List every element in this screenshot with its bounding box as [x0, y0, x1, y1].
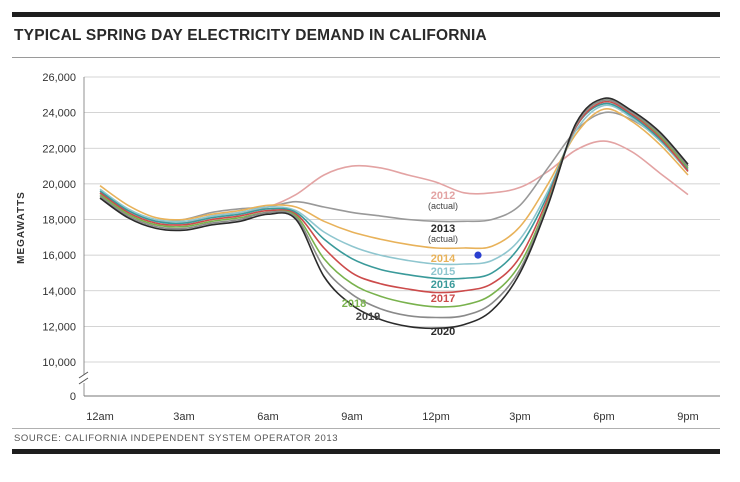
series-label-2012: 2012: [431, 190, 455, 202]
x-tick-label: 6am: [257, 411, 278, 423]
axis-break-icon: [78, 371, 90, 385]
series-line-2012: [99, 140, 689, 227]
title-divider: [12, 57, 720, 58]
series-label-2015: 2015: [431, 266, 455, 278]
bottom-rule: [12, 449, 720, 454]
y-tick-label: 0: [70, 391, 76, 403]
y-tick-label: 14,000: [42, 286, 76, 298]
axis-break-stroke: [78, 371, 89, 379]
series-line-2016: [99, 102, 689, 280]
source-divider: [12, 428, 720, 429]
series-line-2015: [99, 104, 689, 266]
series-label-2013: 2013: [431, 223, 455, 235]
x-axis-ticks: 12am 3am 6am 9am 12pm 3pm 6pm 9pm: [86, 411, 698, 423]
series-line-2018: [99, 99, 689, 308]
x-tick-label: 3pm: [509, 411, 530, 423]
y-tick-label: 16,000: [42, 250, 76, 262]
series-line-2014: [99, 107, 689, 250]
series-sublabel-2012: (actual): [428, 201, 458, 211]
x-tick-label: 6pm: [593, 411, 614, 423]
source-note: SOURCE: CALIFORNIA INDEPENDENT SYSTEM OP…: [14, 433, 339, 444]
x-tick-label: 9pm: [677, 411, 698, 423]
series-line-2017: [99, 100, 689, 294]
series-label-2018: 2018: [342, 298, 366, 310]
series-label-2014: 2014: [431, 253, 456, 265]
series-line-2019: [99, 99, 689, 319]
series-sublabel-2013: (actual): [428, 234, 458, 244]
x-tick-label: 12pm: [422, 411, 450, 423]
y-tick-label: 20,000: [42, 179, 76, 191]
x-tick-label: 3am: [173, 411, 194, 423]
series-labels: 2012(actual)2013(actual)2014201520162017…: [342, 190, 458, 338]
y-tick-label: 10,000: [42, 357, 76, 369]
chart-title: TYPICAL SPRING DAY ELECTRICITY DEMAND IN…: [14, 27, 487, 44]
series-line-2020: [99, 97, 689, 330]
grid-lines: [83, 76, 720, 397]
series-label-2016: 2016: [431, 279, 455, 291]
marker-dot: [474, 251, 482, 259]
x-tick-label: 9am: [341, 411, 362, 423]
top-rule: [12, 12, 720, 17]
y-tick-label: 24,000: [42, 108, 76, 120]
series-label-2019: 2019: [356, 311, 380, 323]
series-lines: [99, 97, 689, 330]
marker-point: [474, 251, 482, 259]
axis-break-mask: [78, 375, 90, 383]
series-label-2017: 2017: [431, 293, 455, 305]
y-axis-ticks: 0 10,000 12,000 14,000 16,000 18,000 20,000 22,…: [42, 72, 76, 403]
y-tick-label: 26,000: [42, 72, 76, 84]
series-label-2020: 2020: [431, 326, 455, 338]
y-tick-label: 12,000: [42, 321, 76, 333]
axis-break-stroke: [78, 377, 89, 385]
x-tick-label: 12am: [86, 411, 114, 423]
y-tick-label: 18,000: [42, 215, 76, 227]
y-tick-label: 22,000: [42, 143, 76, 155]
y-axis-label: MEGAWATTS: [16, 191, 27, 264]
series-line-2013: [99, 111, 689, 223]
